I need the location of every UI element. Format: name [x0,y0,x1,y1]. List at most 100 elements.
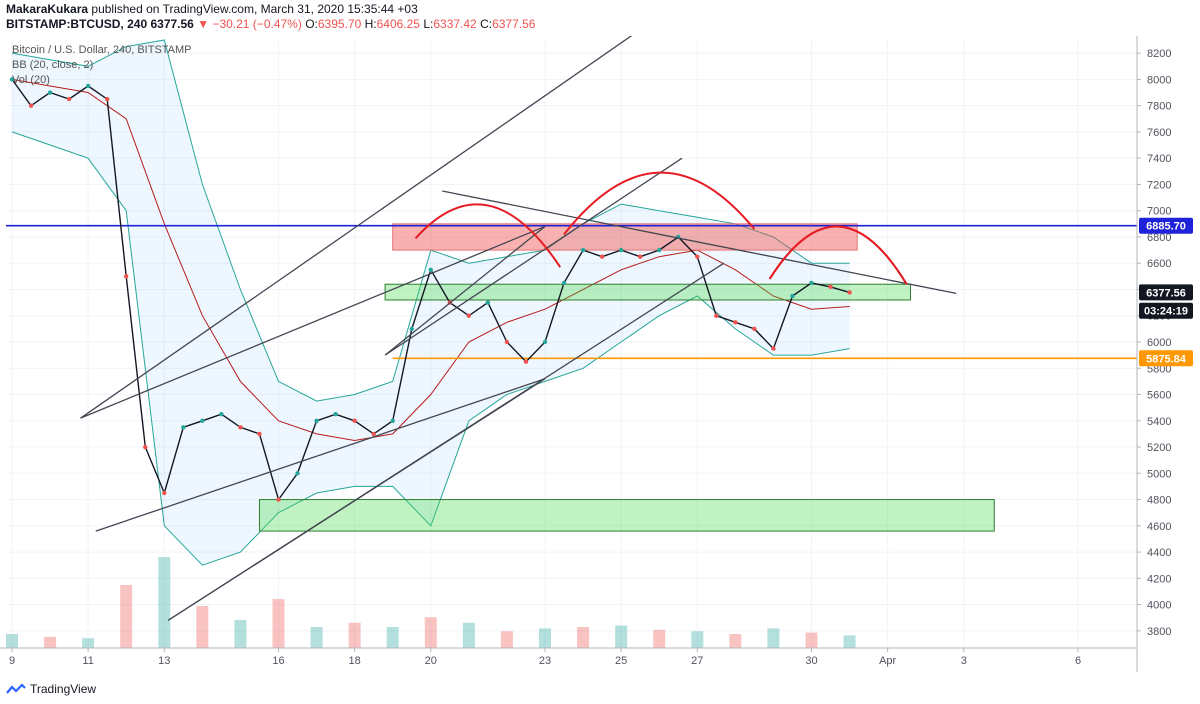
x-tick-label: 11 [82,655,93,667]
open-value: 6395.70 [317,17,362,31]
price-label-text: 6377.56 [1146,287,1186,299]
price-point [714,313,719,318]
zone-red [392,223,858,251]
open-label: O: [305,17,318,31]
price-label-box [1139,284,1193,301]
price-point [390,418,395,423]
footer: TradingView [6,682,96,696]
price-label-box [1139,350,1193,367]
bb-basis-line [11,78,850,442]
price-point [143,444,148,450]
volume-bar [120,585,133,648]
x-tick-label: 25 [615,655,627,667]
published-text: published on TradingView.com, March 31, … [91,2,418,16]
price-point [428,267,433,272]
volume-bar [82,638,95,648]
price-point [828,284,833,290]
y-tick-label: 8200 [1147,48,1171,60]
price-point [47,90,53,95]
price-point [657,247,662,253]
x-tick-label: 3 [961,655,967,667]
y-tick-label: 7400 [1147,153,1171,165]
footer-brand[interactable]: TradingView [30,682,97,696]
price-point [238,425,243,430]
price-point [809,280,814,286]
volume-bar [500,631,513,648]
price-point [295,471,300,476]
x-tick-label: 9 [9,655,15,667]
trendline [442,190,957,295]
trendline [95,378,546,532]
x-tick-label: 23 [539,655,551,667]
y-tick-label: 6000 [1147,337,1171,349]
ohlc-line: BITSTAMP:BTCUSD, 240 6377.56 ▼ −30.21 (−… [6,17,535,31]
trendline [384,225,546,356]
close-label: C: [480,17,493,31]
legend-bb: BB (20, close, 2) [12,59,94,71]
price-point [637,254,643,259]
price-point [485,300,491,305]
volume-bar [577,627,590,648]
price-labels: 6885.70 6377.56 03:24:19 5875.84 [1139,217,1193,367]
author-name[interactable]: MakaraKukara [6,2,89,16]
volume-bar [462,622,475,648]
price-point [733,320,738,325]
price-point [790,293,795,299]
bb-fill [12,40,850,566]
price-point [466,313,472,318]
trendlines [80,36,957,621]
x-tick-label: 6 [1075,655,1081,667]
price-point [162,490,167,496]
price-point [66,96,72,102]
volume-bar [729,634,742,648]
volume-bar [691,631,704,648]
volume-bar [348,622,361,648]
price-label-box [1139,217,1193,234]
last-price: 6377.56 [150,17,194,31]
price-point [752,326,757,332]
y-tick-label: 5600 [1147,390,1171,402]
arc [414,203,562,268]
arc [768,225,908,285]
volume-bar [310,627,323,648]
y-tick-label: 4200 [1147,573,1171,585]
volume-bar [6,634,18,648]
price-point [314,418,319,423]
price-point [181,425,186,430]
price-point [219,412,224,417]
y-tick-label: 7800 [1147,101,1171,113]
price-point [580,247,586,253]
y-tick-label: 7600 [1147,127,1171,139]
price-chart[interactable]: 3800 4000 4200 4400 4600 4800 5000 5200 5400 5600… [0,36,1200,680]
volume-bar [386,627,399,648]
price-series [9,77,852,502]
high-label: H: [364,17,377,31]
price-label-text: 6885.70 [1146,221,1186,233]
price-point [9,77,15,82]
price-label-box [1139,302,1193,319]
arc [563,171,756,235]
price-point [771,346,776,351]
price-point [104,96,110,102]
y-tick-label: 6600 [1147,258,1171,270]
volume-bar [424,617,437,648]
price-label-text: 03:24:19 [1144,306,1188,318]
volume-bar [44,636,57,648]
volume-bar [158,557,171,648]
high-value: 6406.25 [376,17,420,31]
y-tick-label: 6800 [1147,232,1171,244]
x-tick-label: Apr [879,655,896,667]
price-point [28,103,34,108]
trendline [384,157,683,356]
price-point [257,431,262,437]
volume-bar [196,606,209,648]
trendline [167,262,725,621]
price-point [542,339,548,345]
low-value: 6337.42 [433,17,477,31]
x-tick-label: 27 [691,655,703,667]
price-point [85,83,91,89]
y-tick-label: 4600 [1147,521,1171,533]
price-point [124,274,129,279]
price-point [599,254,605,259]
price-point [561,280,567,286]
